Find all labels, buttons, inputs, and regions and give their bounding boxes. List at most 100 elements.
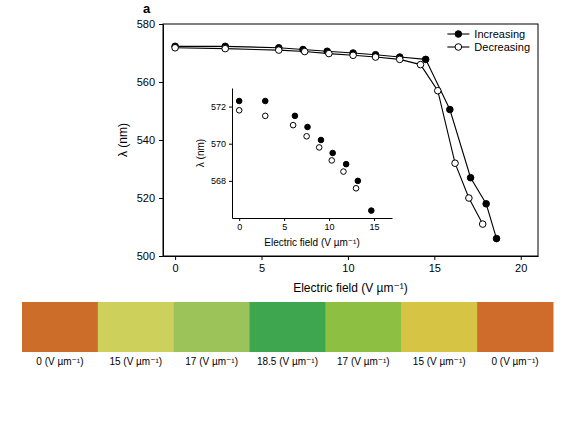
marker bbox=[326, 50, 333, 57]
legend-marker bbox=[455, 44, 462, 51]
legend-entry: Decreasing bbox=[447, 41, 530, 53]
axis-line bbox=[232, 89, 233, 219]
tick-label: 5 bbox=[259, 262, 265, 274]
marker bbox=[343, 161, 349, 167]
patch-label: 15 (V µm⁻¹) bbox=[109, 356, 162, 367]
legend-marker bbox=[455, 31, 462, 38]
tick: 0 bbox=[173, 256, 179, 274]
marker bbox=[434, 87, 441, 94]
patch-label: 0 (V µm⁻¹) bbox=[36, 356, 83, 367]
tick-mark bbox=[229, 144, 232, 145]
marker bbox=[369, 208, 375, 214]
marker bbox=[236, 107, 242, 113]
marker bbox=[329, 158, 335, 164]
data-layer bbox=[236, 98, 374, 213]
marker bbox=[222, 45, 229, 52]
y-axis: 500520540560580 bbox=[137, 18, 164, 262]
tick-mark bbox=[262, 256, 263, 260]
tick-mark bbox=[329, 218, 330, 221]
marker bbox=[318, 137, 324, 143]
tick-mark bbox=[159, 198, 163, 199]
tick-mark bbox=[374, 218, 375, 221]
tick-mark bbox=[175, 256, 176, 260]
tick-label: 568 bbox=[211, 176, 226, 186]
marker bbox=[172, 44, 179, 51]
x-axis: 05101520 bbox=[164, 256, 539, 274]
marker bbox=[396, 56, 403, 63]
y-axis-title: λ (nm) bbox=[195, 139, 206, 167]
marker bbox=[353, 185, 359, 191]
tick-mark bbox=[159, 256, 163, 257]
tick: 568 bbox=[211, 176, 232, 186]
tick: 540 bbox=[137, 134, 163, 146]
marker bbox=[316, 145, 322, 151]
tick: 15 bbox=[370, 218, 380, 232]
color-patch bbox=[174, 302, 250, 352]
series-line bbox=[175, 48, 483, 224]
tick-label: 580 bbox=[137, 18, 155, 30]
marker bbox=[292, 113, 298, 119]
legend: IncreasingDecreasing bbox=[447, 28, 530, 53]
tick-label: 20 bbox=[515, 262, 527, 274]
marker bbox=[236, 98, 242, 104]
patch-label: 17 (V µm⁻¹) bbox=[185, 356, 238, 367]
tick-mark bbox=[159, 24, 163, 25]
marker bbox=[417, 61, 424, 68]
tick-label: 10 bbox=[342, 262, 354, 274]
tick-label: 15 bbox=[370, 222, 380, 232]
marker bbox=[447, 106, 454, 113]
tick-label: 10 bbox=[325, 222, 335, 232]
panel-label: a bbox=[143, 1, 151, 16]
axis-line bbox=[163, 25, 164, 257]
tick: 10 bbox=[325, 218, 335, 232]
legend-entry: Increasing bbox=[447, 28, 525, 40]
tick-mark bbox=[434, 256, 435, 260]
marker bbox=[330, 150, 336, 156]
x-axis: 0 5 10 15 bbox=[233, 218, 393, 232]
tick-label: 520 bbox=[137, 192, 155, 204]
marker bbox=[262, 113, 268, 119]
tick: 0 bbox=[237, 218, 242, 232]
tick-mark bbox=[159, 82, 163, 83]
tick: 580 bbox=[137, 18, 163, 30]
tick: 20 bbox=[515, 256, 527, 274]
marker bbox=[262, 98, 268, 104]
tick-label: 5 bbox=[282, 222, 287, 232]
marker bbox=[341, 169, 347, 175]
axis-line bbox=[233, 218, 393, 219]
tick-label: 570 bbox=[211, 139, 226, 149]
y-axis-title: λ (nm) bbox=[116, 123, 130, 157]
x-axis-title: Electric field (V µm⁻¹) bbox=[293, 281, 408, 295]
color-patch bbox=[401, 302, 477, 352]
tick-label: 560 bbox=[137, 76, 155, 88]
marker bbox=[355, 178, 361, 184]
color-patch bbox=[22, 302, 98, 352]
axis-line bbox=[164, 256, 539, 257]
patch-label: 0 (V µm⁻¹) bbox=[491, 356, 538, 367]
marker bbox=[301, 48, 308, 55]
marker bbox=[372, 54, 379, 61]
tick-mark bbox=[229, 181, 232, 182]
tick-label: 572 bbox=[211, 102, 226, 112]
color-patch bbox=[250, 302, 326, 352]
legend-label: Increasing bbox=[474, 28, 525, 40]
marker bbox=[467, 174, 474, 181]
tick-mark bbox=[159, 140, 163, 141]
tick-label: 540 bbox=[137, 134, 155, 146]
color-patch bbox=[477, 302, 553, 352]
data-layer bbox=[172, 43, 500, 242]
tick-label: 0 bbox=[173, 262, 179, 274]
figure: 0 5 10 15 20 5 0 0 520 540 560 580 Electric field (V… bbox=[0, 0, 575, 435]
tick-mark bbox=[284, 218, 285, 221]
marker bbox=[479, 221, 486, 228]
tick: 5 bbox=[282, 218, 287, 232]
main-plot: 0 5 10 15 20 5 0 0 520 540 560 580 Electric field (V… bbox=[116, 1, 539, 295]
marker bbox=[493, 235, 500, 242]
inset-plot: 051015568570572Electric field (V µm⁻¹)λ … bbox=[195, 89, 393, 249]
y-axis: 568 570 572 bbox=[211, 89, 233, 219]
patch-label: 15 (V µm⁻¹) bbox=[413, 356, 466, 367]
legend-label: Decreasing bbox=[474, 41, 530, 53]
color-strip: 0 (V µm⁻¹)15 (V µm⁻¹)17 (V µm⁻¹)18.5 (V … bbox=[22, 302, 554, 367]
marker bbox=[452, 160, 459, 167]
series-line bbox=[175, 46, 496, 238]
